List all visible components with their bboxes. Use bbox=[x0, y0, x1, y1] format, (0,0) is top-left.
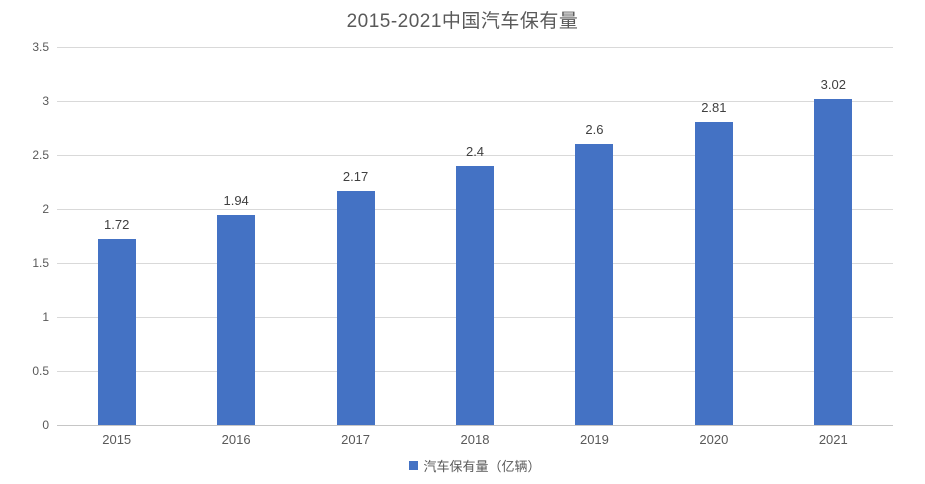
y-axis-tick-label: 1 bbox=[42, 310, 49, 324]
data-label: 1.94 bbox=[223, 193, 249, 209]
x-axis-tick-label: 2015 bbox=[102, 432, 132, 447]
data-label: 2.81 bbox=[701, 99, 727, 115]
gridline bbox=[57, 47, 893, 48]
y-axis-tick-label: 2.5 bbox=[32, 148, 49, 162]
gridline bbox=[57, 101, 893, 102]
y-axis-tick-label: 2 bbox=[42, 202, 49, 216]
data-label: 3.02 bbox=[820, 76, 846, 92]
bar-2017 bbox=[336, 190, 375, 425]
bar-2018 bbox=[456, 165, 494, 425]
y-axis-tick-label: 0 bbox=[42, 418, 49, 432]
legend-marker-icon bbox=[409, 461, 419, 470]
x-axis-tick-label: 2019 bbox=[579, 432, 609, 447]
legend-label: 汽车保有量（亿辆） bbox=[423, 459, 541, 474]
y-axis-tick-label: 0.5 bbox=[32, 364, 49, 378]
plot-area: 0 0.5 1 1.5 2 2.5 3 3.5 1.72 2015 1.94 2016 2.17 2017… bbox=[32, 40, 893, 447]
x-axis-tick-label: 2017 bbox=[341, 432, 371, 447]
bar-2021 bbox=[814, 98, 853, 425]
data-label: 1.72 bbox=[104, 217, 130, 233]
bar-2020 bbox=[694, 121, 733, 425]
y-axis-tick-label: 3.5 bbox=[32, 40, 49, 54]
bar-2016 bbox=[217, 215, 256, 425]
bar-2019 bbox=[575, 144, 614, 425]
data-label: 2.4 bbox=[465, 143, 485, 159]
y-axis-tick-label: 1.5 bbox=[32, 256, 49, 270]
legend: 汽车保有量（亿辆） bbox=[57, 456, 893, 475]
x-axis-tick-label: 2020 bbox=[699, 432, 729, 447]
x-axis-tick-label: 2016 bbox=[221, 432, 251, 447]
y-axis-tick-label: 3 bbox=[42, 94, 49, 108]
gridline bbox=[57, 155, 893, 156]
data-label: 2.6 bbox=[585, 122, 604, 138]
chart-title: 2015-2021中国汽车保有量 bbox=[346, 11, 579, 32]
x-axis-tick-label: 2021 bbox=[818, 432, 848, 447]
bar-2015 bbox=[97, 239, 136, 425]
data-label: 2.17 bbox=[342, 168, 369, 184]
x-axis-tick-label: 2018 bbox=[460, 432, 490, 447]
